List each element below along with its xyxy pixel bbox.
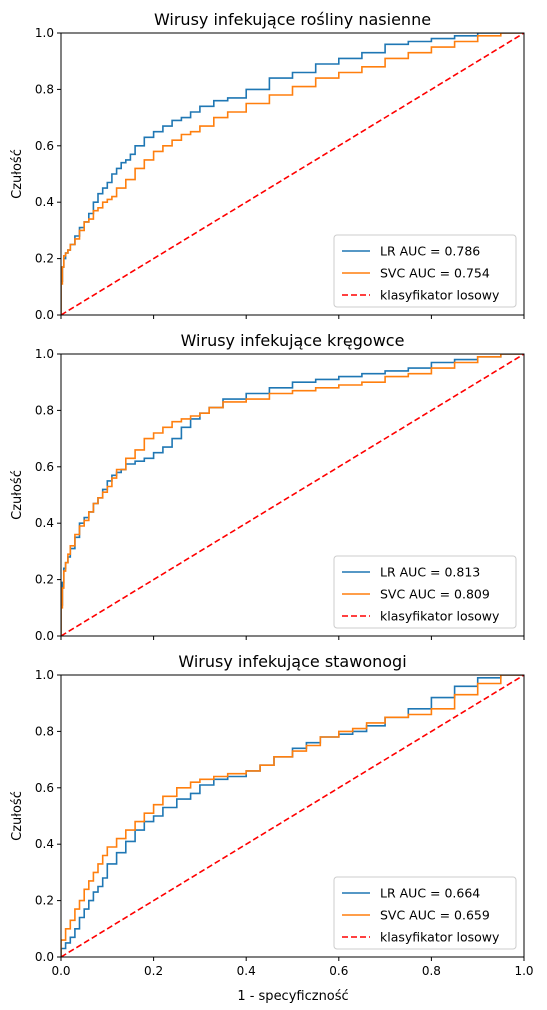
- series-line-2: [61, 675, 524, 957]
- y-tick-label: 0.6: [35, 460, 54, 474]
- legend: LR AUC = 0.664 SVC AUC = 0.659 klasyfikato…: [333, 876, 517, 950]
- x-tick-label: 0.4: [237, 964, 256, 978]
- y-tick-label: 0.8: [35, 724, 54, 738]
- legend-label-3: klasyfikator losowy: [380, 930, 500, 945]
- y-tick-label: 0.4: [35, 837, 54, 851]
- chart-title: Wirusy infekujące kręgowce: [181, 331, 405, 350]
- chart-panel-3: Wirusy infekujące stawonogi Czułość 0.0 0.2…: [10, 652, 534, 978]
- series-line-3: [61, 33, 524, 315]
- y-tick-label: 0.6: [35, 139, 54, 153]
- x-tick-label: 1.0: [514, 964, 533, 978]
- y-axis-label: Czułość: [10, 791, 25, 841]
- x-tick-label: 0.6: [329, 964, 348, 978]
- y-tick-label: 0.4: [35, 516, 54, 530]
- y-tick-label: 0.4: [35, 195, 54, 209]
- chart-panel-2: Wirusy infekujące kręgowce Czułość 0.0 0.2 0…: [10, 331, 525, 643]
- legend-label-3: klasyfikator losowy: [380, 609, 500, 624]
- series-line-3: [61, 675, 524, 957]
- plot-frame: [60, 353, 525, 637]
- legend-label-1: LR AUC = 0.813: [380, 565, 480, 580]
- y-tick-label: 0.0: [35, 950, 54, 964]
- series-line-3: [61, 354, 524, 636]
- legend-box: [333, 234, 517, 308]
- legend-label-2: SVC AUC = 0.659: [380, 908, 490, 923]
- y-tick-label: 1.0: [35, 26, 54, 40]
- legend-label-2: SVC AUC = 0.754: [380, 266, 490, 281]
- legend-box: [333, 876, 517, 950]
- y-tick-label: 0.0: [35, 308, 54, 322]
- y-tick-label: 0.6: [35, 781, 54, 795]
- legend: LR AUC = 0.786 SVC AUC = 0.754 klasyfikato…: [333, 234, 517, 308]
- plot-frame: [60, 32, 525, 316]
- x-tick-label: 0.2: [144, 964, 163, 978]
- y-tick-label: 0.2: [35, 252, 54, 266]
- series-line-2: [61, 354, 524, 636]
- legend-label-2: SVC AUC = 0.809: [380, 587, 490, 602]
- series-line-2: [61, 33, 524, 315]
- y-tick-label: 1.0: [35, 668, 54, 682]
- chart-panel-1: Wirusy infekujące rośliny nasienne Czułoś…: [10, 10, 525, 322]
- plot-frame: [60, 674, 525, 958]
- series-line-1: [61, 354, 524, 636]
- legend-box: [333, 555, 517, 629]
- legend-label-1: LR AUC = 0.786: [380, 244, 480, 259]
- y-tick-label: 0.2: [35, 894, 54, 908]
- y-tick-label: 0.8: [35, 82, 54, 96]
- chart-title: Wirusy infekujące rośliny nasienne: [154, 10, 431, 29]
- chart-title: Wirusy infekujące stawonogi: [178, 652, 406, 671]
- y-tick-label: 0.2: [35, 573, 54, 587]
- series-line-1: [61, 33, 524, 315]
- y-tick-label: 0.8: [35, 403, 54, 417]
- figure-x-axis-label: 1 - specyficzność: [237, 989, 348, 1004]
- legend: LR AUC = 0.813 SVC AUC = 0.809 klasyfikato…: [333, 555, 517, 629]
- legend-label-3: klasyfikator losowy: [380, 288, 500, 303]
- y-tick-label: 0.0: [35, 629, 54, 643]
- y-axis-label: Czułość: [10, 149, 25, 199]
- x-tick-label: 0.8: [422, 964, 441, 978]
- legend-label-1: LR AUC = 0.664: [380, 886, 480, 901]
- x-tick-label: 0.0: [51, 964, 70, 978]
- y-tick-label: 1.0: [35, 347, 54, 361]
- y-axis-label: Czułość: [10, 470, 25, 520]
- series-line-1: [61, 675, 524, 957]
